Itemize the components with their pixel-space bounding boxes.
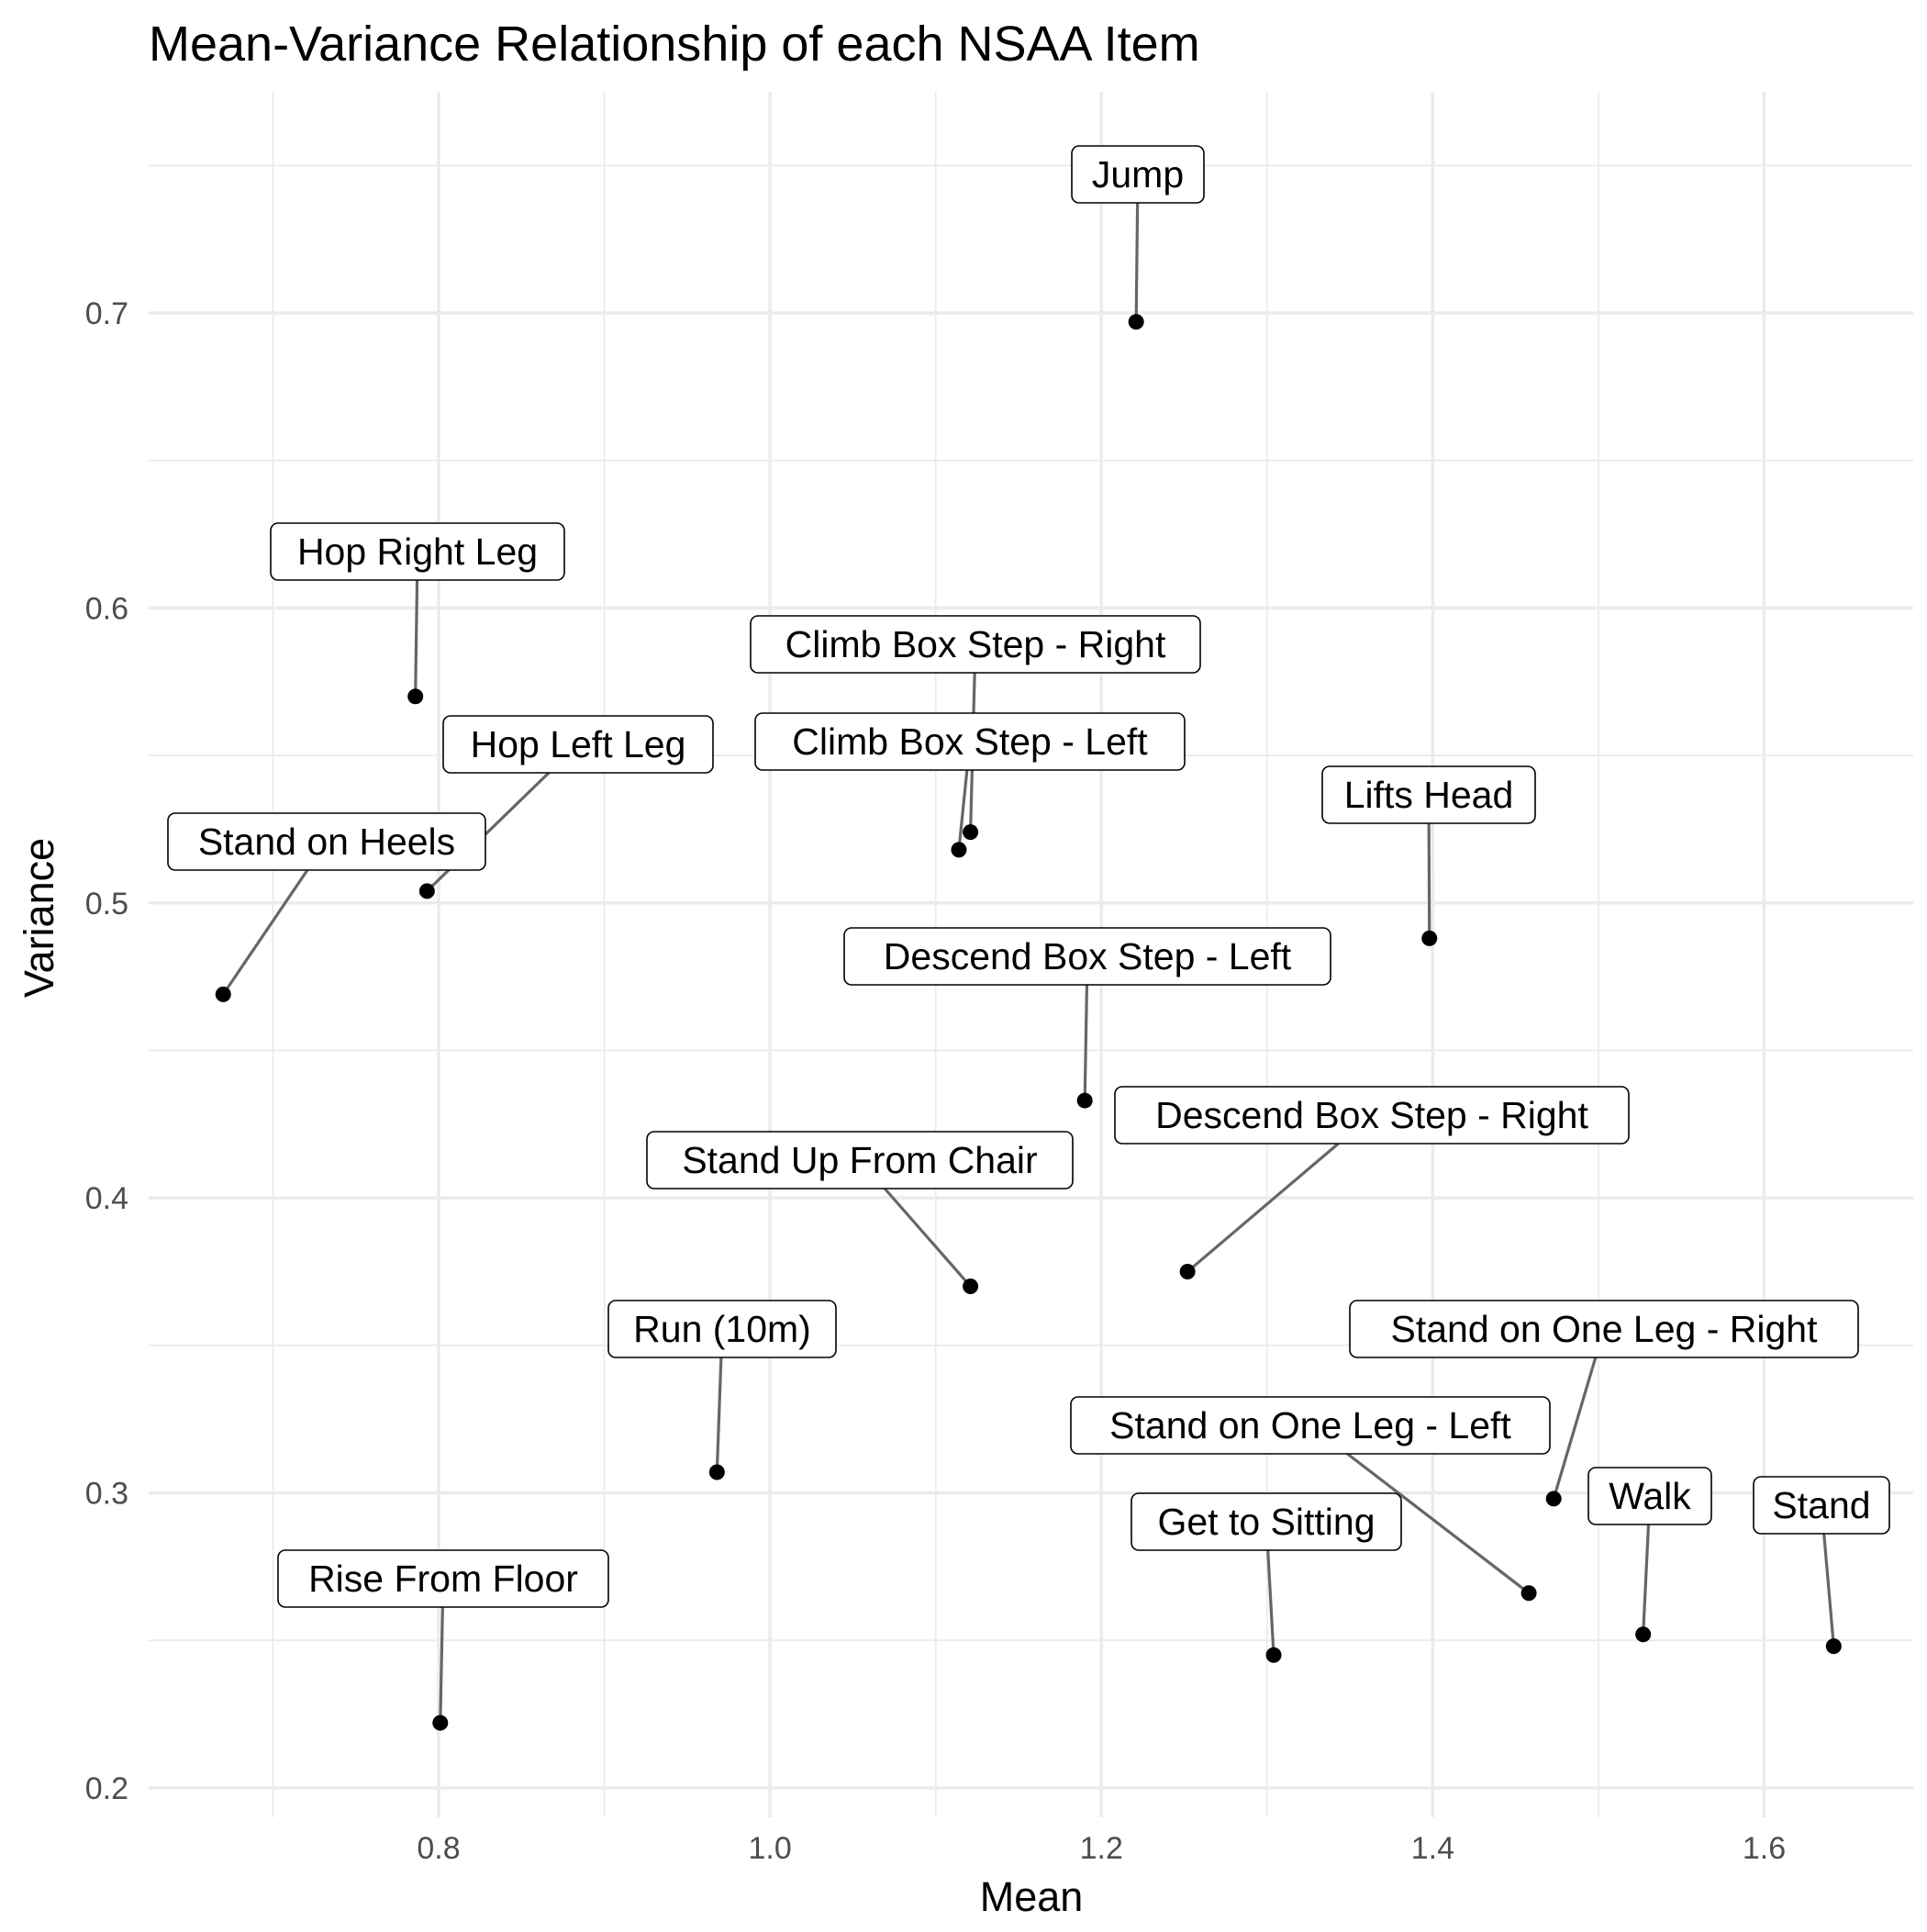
data-label-box	[646, 1131, 1074, 1189]
data-point	[963, 1279, 979, 1295]
data-label-box	[167, 812, 486, 871]
data-point	[215, 986, 231, 1002]
data-label: Descend Box Step - Right	[1155, 1094, 1588, 1136]
y-tick-label: 0.7	[85, 296, 128, 331]
data-label-box	[277, 1549, 609, 1608]
data-label: Climb Box Step - Right	[785, 623, 1166, 665]
data-point	[407, 688, 424, 705]
data-point	[418, 883, 435, 899]
label-leader-line	[1266, 1549, 1275, 1648]
data-point	[432, 1714, 449, 1731]
data-point	[1128, 314, 1144, 330]
x-axis-title: Mean	[980, 1873, 1084, 1920]
x-tick-label: 1.0	[748, 1831, 791, 1866]
data-labels: Jump Hop Right Leg Climb Box Step - Right C…	[167, 145, 1890, 1608]
data-point	[1825, 1638, 1842, 1655]
data-point	[1265, 1647, 1282, 1663]
x-tick-label: 1.2	[1080, 1831, 1123, 1866]
data-label-box	[1114, 1086, 1630, 1145]
label-leader-line	[226, 869, 309, 989]
data-label-box	[1321, 765, 1536, 824]
data-label: Run (10m)	[633, 1308, 811, 1350]
data-point	[1545, 1491, 1562, 1507]
data-label-box	[442, 715, 714, 774]
axis-ticks: 0.8 1.0 1.2 1.4 1.6 0.2 0.3 0.4 0.5 0.6 0.7	[85, 296, 1786, 1866]
y-tick-label: 0.2	[85, 1771, 128, 1806]
y-tick-label: 0.5	[85, 887, 128, 921]
data-point	[1421, 930, 1438, 946]
data-point	[1520, 1585, 1537, 1602]
data-label: Climb Box Step - Left	[792, 720, 1148, 763]
data-point	[708, 1464, 725, 1480]
x-tick-label: 1.6	[1743, 1831, 1786, 1866]
y-tick-label: 0.6	[85, 591, 128, 626]
data-label-box	[1131, 1492, 1402, 1551]
data-point	[951, 842, 967, 858]
label-leader-line	[1427, 822, 1431, 932]
data-label: Stand	[1772, 1484, 1870, 1526]
data-label: Stand on One Leg - Right	[1391, 1308, 1819, 1350]
data-label-box	[1071, 145, 1205, 204]
data-label: Walk	[1609, 1475, 1691, 1517]
data-label: Get to Sitting	[1157, 1501, 1375, 1543]
data-label: Hop Right Leg	[297, 530, 538, 573]
label-leader-line	[1083, 984, 1089, 1094]
data-point	[1635, 1626, 1652, 1643]
label-leader-line	[716, 1357, 723, 1466]
data-label-box	[607, 1300, 837, 1358]
data-label: Rise From Floor	[308, 1558, 578, 1600]
label-leader-line	[414, 579, 419, 689]
data-label-box	[1070, 1396, 1551, 1455]
data-points	[215, 314, 1842, 1731]
data-point	[1179, 1263, 1196, 1279]
data-label: Stand on One Leg - Left	[1109, 1404, 1511, 1446]
label-leader-line	[958, 769, 969, 843]
data-point	[1076, 1092, 1093, 1109]
data-label-box	[270, 522, 565, 581]
label-leader-line	[1822, 1533, 1835, 1639]
data-label: Stand Up From Chair	[682, 1139, 1037, 1181]
label-leader-line	[1642, 1524, 1651, 1627]
data-label-box	[1753, 1476, 1890, 1535]
label-leader-line	[1346, 1452, 1524, 1591]
data-label-box	[843, 927, 1331, 986]
y-axis-title: Variance	[16, 838, 62, 998]
label-leader-line	[1192, 1142, 1340, 1268]
data-label: Hop Left Leg	[471, 723, 686, 765]
x-tick-label: 0.8	[417, 1831, 460, 1866]
y-tick-label: 0.3	[85, 1476, 128, 1511]
y-tick-label: 0.4	[85, 1181, 128, 1216]
data-label: Lifts Head	[1344, 774, 1514, 816]
label-leader-line	[1134, 202, 1140, 315]
x-tick-label: 1.4	[1411, 1831, 1454, 1866]
chart-title: Mean-Variance Relationship of each NSAA …	[149, 17, 1200, 72]
data-label-box	[750, 615, 1201, 674]
data-label-box	[1587, 1467, 1712, 1525]
label-leader-line	[883, 1187, 967, 1282]
data-label: Stand on Heels	[198, 821, 455, 863]
label-leader-line	[1554, 1357, 1598, 1492]
data-label-box	[754, 712, 1186, 771]
data-label: Jump	[1092, 153, 1184, 195]
data-label: Descend Box Step - Left	[884, 935, 1292, 977]
label-leader-line	[439, 1606, 444, 1716]
data-point	[963, 824, 979, 841]
data-label-box	[1349, 1300, 1859, 1358]
